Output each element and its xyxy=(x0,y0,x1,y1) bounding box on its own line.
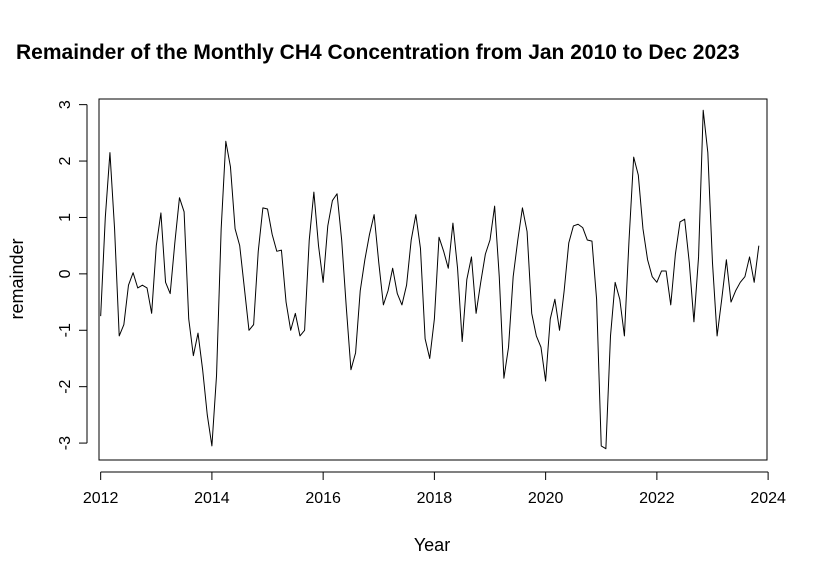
x-tick-label: 2020 xyxy=(528,490,564,507)
y-tick-label: 1 xyxy=(57,213,74,222)
x-tick-label: 2014 xyxy=(194,490,230,507)
y-tick-label: 2 xyxy=(57,157,74,166)
x-tick-label: 2018 xyxy=(417,490,453,507)
x-axis-title: Year xyxy=(414,535,450,555)
x-axis: 2012 2014 2016 2018 2020 2022 2024 xyxy=(83,471,786,507)
x-tick-label: 2012 xyxy=(83,490,119,507)
y-tick-label: 0 xyxy=(57,269,74,278)
x-tick-label: 2016 xyxy=(305,490,341,507)
y-tick-label: 3 xyxy=(57,100,74,109)
y-tick-label: -1 xyxy=(57,323,74,337)
y-tick-label: -2 xyxy=(57,379,74,393)
x-tick-label: 2022 xyxy=(639,490,675,507)
y-axis: -3 -2 -1 0 1 2 3 xyxy=(57,100,88,450)
plot-frame xyxy=(98,98,768,461)
series-line xyxy=(100,109,760,450)
y-axis-title: remainder xyxy=(7,238,27,319)
y-tick-label: -3 xyxy=(57,436,74,450)
chart-title: Remainder of the Monthly CH4 Concentrati… xyxy=(16,41,740,64)
series-layer xyxy=(100,109,760,450)
x-tick-label: 2024 xyxy=(750,490,786,507)
